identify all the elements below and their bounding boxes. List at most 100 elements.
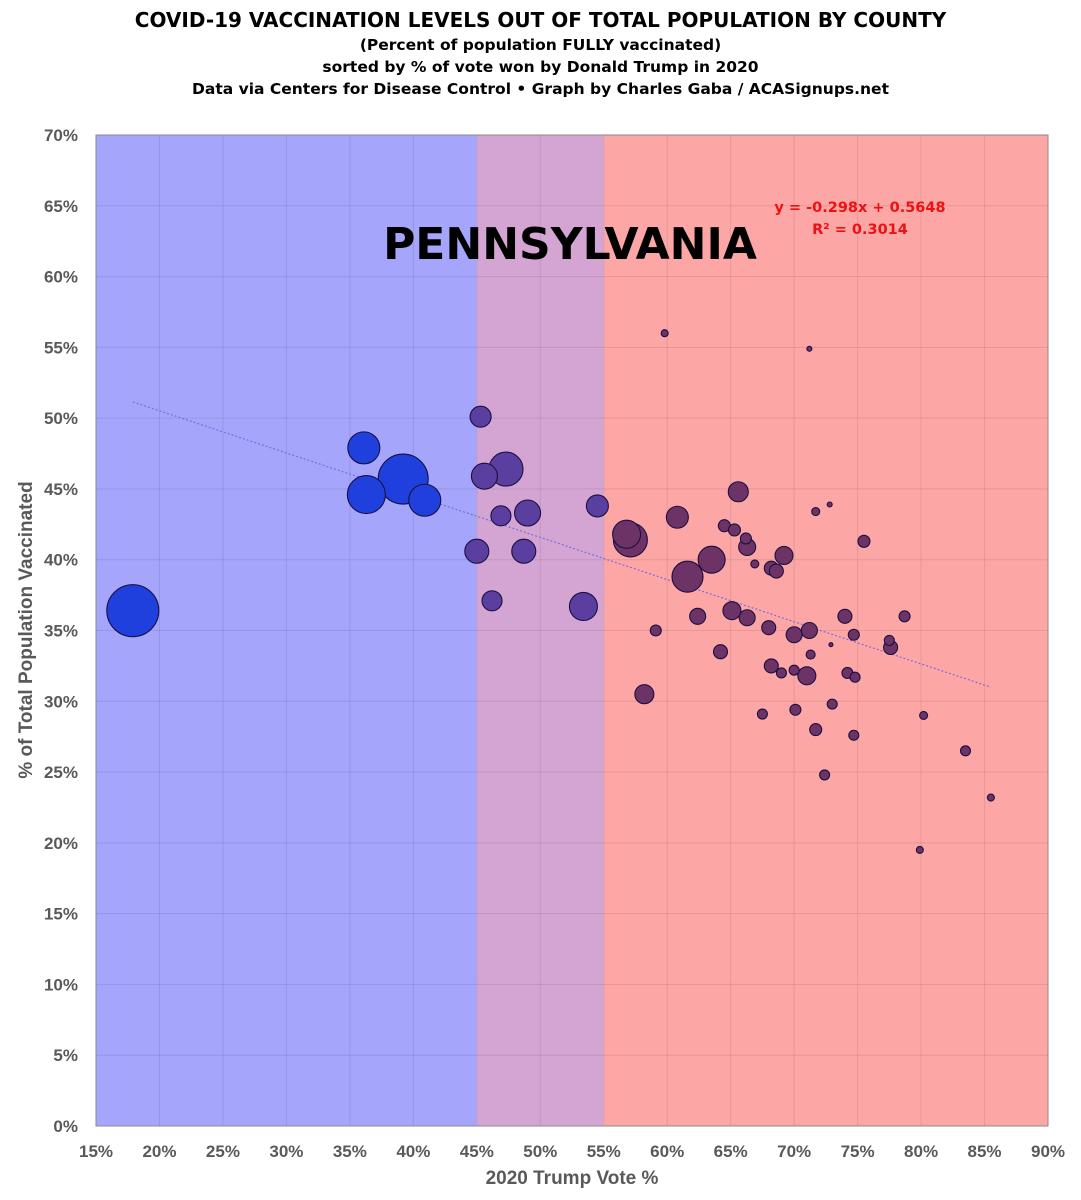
county-point [806,345,813,352]
county-point [883,634,895,646]
plot-frame [95,134,1049,1127]
y-tick-label: 45% [44,480,78,499]
county-point [811,507,821,517]
county-point [750,559,760,569]
county-point [857,534,871,548]
county-point [919,710,929,720]
chart-title: COVID-19 VACCINATION LEVELS OUT OF TOTAL… [134,8,947,32]
x-tick-label: 90% [1031,1142,1065,1161]
gridlines [96,135,1048,1126]
county-point [809,723,823,737]
band-purple [476,135,604,1126]
county-point [712,644,729,660]
county-point [837,608,853,624]
trend-r-squared: R² = 0.3014 [812,222,908,238]
county-point [689,607,707,625]
county-point [511,538,537,564]
county-point [847,628,860,641]
county-point [697,545,726,574]
party-bands [96,135,1048,1126]
x-tick-label: 20% [142,1142,176,1161]
county-point [722,601,742,621]
county-point [346,475,386,515]
county-point [490,505,512,527]
x-tick-label: 80% [904,1142,938,1161]
chart-subtitle-1: (Percent of population FULLY vaccinated) [359,36,722,54]
x-tick-label: 85% [968,1142,1002,1161]
county-point [826,698,838,710]
y-tick-label: 40% [44,551,78,570]
y-tick-label: 20% [44,834,78,853]
county-point [789,703,802,716]
chart-subtitle-3: Data via Centers for Disease Control • G… [192,80,889,98]
county-point [514,499,542,527]
y-tick-label: 55% [44,338,78,357]
county-point [785,626,803,644]
x-tick-label: 15% [79,1142,113,1161]
county-point [788,664,800,676]
x-tick-label: 40% [396,1142,430,1161]
county-point [612,519,642,549]
band-red [603,135,1048,1126]
y-tick-label: 35% [44,622,78,641]
y-tick-labels: 0% 5% 10% 15% 20% 25% 30% 35% 40% 45% 50% 55% 60% 65%… [44,126,78,1136]
county-point [727,481,749,503]
x-tick-label: 70% [777,1142,811,1161]
county-point [568,591,598,621]
y-tick-label: 70% [44,126,78,145]
x-axis-label: 2020 Trump Vote % [486,1168,659,1189]
county-point [634,684,655,705]
y-tick-label: 30% [44,692,78,711]
y-tick-label: 15% [44,905,78,924]
y-tick-label: 60% [44,268,78,287]
x-tick-label: 65% [714,1142,748,1161]
trendline [132,401,992,688]
county-point [106,584,160,638]
county-point [727,523,742,537]
county-point [738,609,756,627]
chart-subtitle-2: sorted by % of vote won by Donald Trump … [322,58,759,76]
y-tick-label: 5% [53,1046,78,1065]
y-tick-label: 65% [44,197,78,216]
y-tick-label: 10% [44,975,78,994]
county-point [959,745,972,757]
county-point [768,563,784,579]
county-point [774,545,794,566]
y-tick-label: 25% [44,763,78,782]
x-tick-label: 25% [206,1142,240,1161]
county-point [408,483,442,517]
county-point [849,671,861,683]
x-tick-label: 50% [523,1142,557,1161]
state-label: PENNSYLVANIA [383,219,757,270]
county-point [665,505,689,529]
county-point [347,431,381,465]
y-axis-label: % of Total Population Vaccinated [16,481,37,778]
county-point [660,329,669,338]
county-point [470,462,498,490]
x-tick-label: 75% [841,1142,875,1161]
county-point [585,494,609,518]
county-point [826,501,833,508]
trend-equation: y = -0.298x + 0.5648 [774,200,945,216]
county-point [763,658,779,674]
county-point [481,590,503,612]
title-block: COVID-19 VACCINATION LEVELS OUT OF TOTAL… [0,6,1081,100]
x-tick-labels: 15% 20% 25% 30% 35% 40% 45% 50% 55% 60% 65% 70% 75% 8… [79,1142,1065,1161]
county-point [819,769,831,781]
y-tick-label: 0% [53,1117,78,1136]
county-point [915,845,924,854]
x-tick-label: 35% [333,1142,367,1161]
x-tick-label: 45% [460,1142,494,1161]
county-point [739,532,752,545]
county-point [775,667,787,679]
y-tick-label: 50% [44,409,78,428]
county-point [761,620,777,636]
county-point [464,538,490,564]
band-blue [96,135,477,1126]
x-tick-label: 55% [587,1142,621,1161]
county-point [797,666,817,686]
county-point [828,642,834,648]
county-point [986,793,995,802]
x-tick-label: 30% [269,1142,303,1161]
x-tick-label: 60% [650,1142,684,1161]
